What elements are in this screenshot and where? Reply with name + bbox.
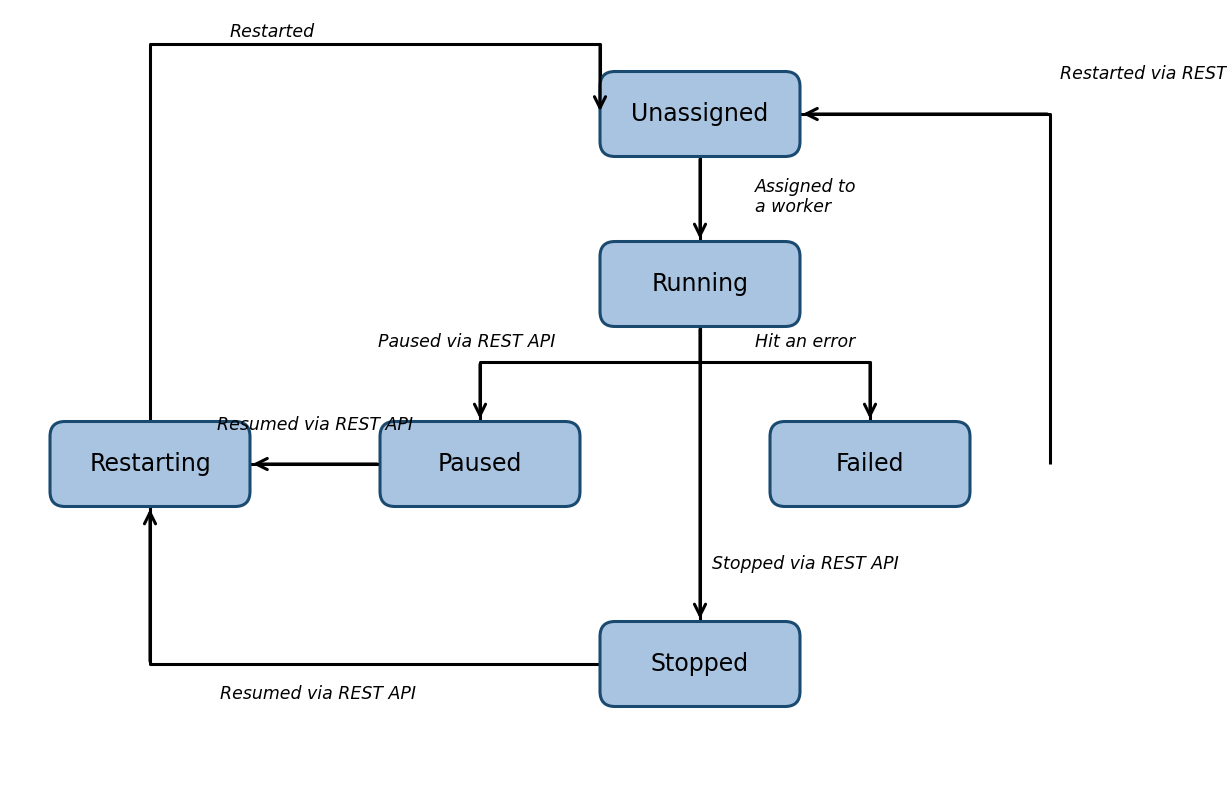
Text: Hit an error: Hit an error	[755, 333, 855, 351]
Text: Stopped: Stopped	[652, 652, 748, 676]
Text: Unassigned: Unassigned	[632, 102, 768, 126]
Text: Paused: Paused	[438, 452, 523, 476]
Text: Stopped via REST API: Stopped via REST API	[712, 555, 898, 573]
FancyBboxPatch shape	[600, 622, 800, 707]
Text: Resumed via REST API: Resumed via REST API	[217, 416, 413, 434]
Text: Restarted: Restarted	[229, 23, 315, 41]
FancyBboxPatch shape	[50, 422, 250, 507]
Text: Restarted via REST API: Restarted via REST API	[1060, 65, 1227, 83]
Text: Failed: Failed	[836, 452, 904, 476]
FancyBboxPatch shape	[600, 71, 800, 156]
FancyBboxPatch shape	[771, 422, 971, 507]
FancyBboxPatch shape	[380, 422, 580, 507]
Text: Paused via REST API: Paused via REST API	[378, 333, 555, 351]
Text: Running: Running	[652, 272, 748, 296]
Text: Restarting: Restarting	[90, 452, 211, 476]
Text: Resumed via REST API: Resumed via REST API	[220, 685, 416, 703]
Text: Assigned to
a worker: Assigned to a worker	[755, 178, 856, 217]
FancyBboxPatch shape	[600, 241, 800, 326]
